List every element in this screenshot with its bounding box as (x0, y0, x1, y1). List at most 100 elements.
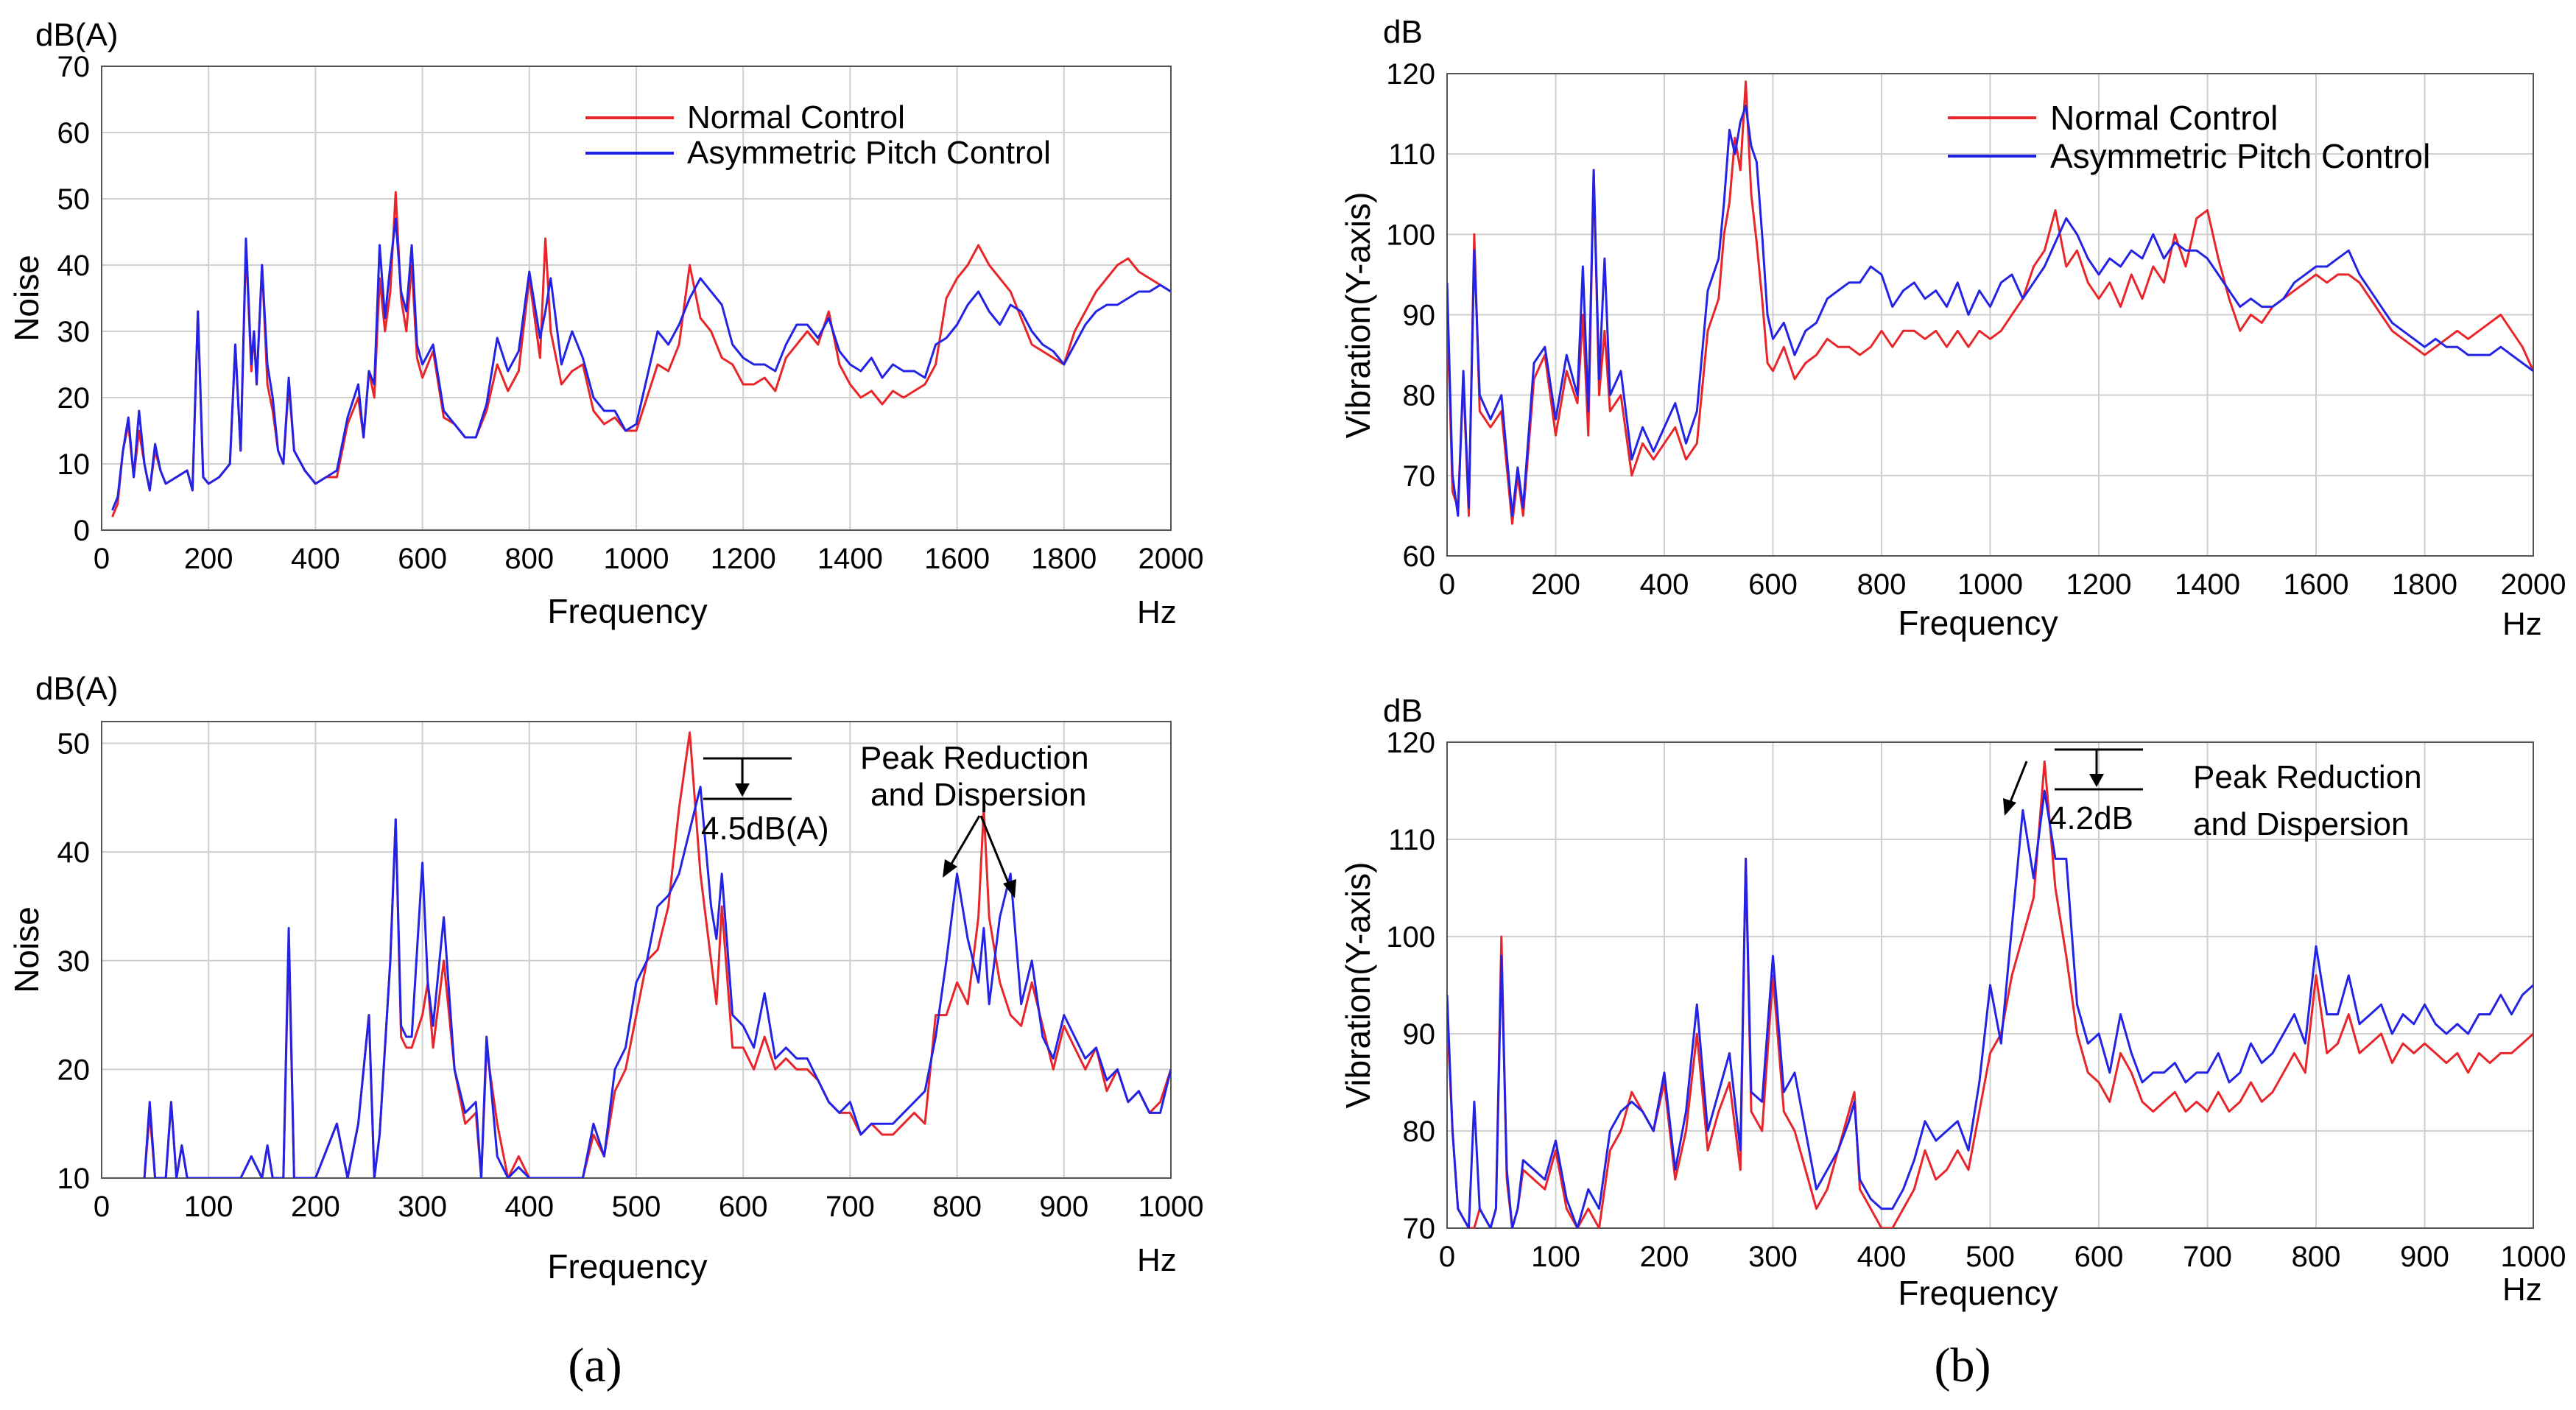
y-ticks-a-top: 0 10 20 30 40 50 60 70 (57, 51, 91, 547)
y-tick-label: 30 (57, 316, 91, 348)
series-line-normal (1447, 80, 2533, 525)
x-tick-label: 400 (291, 543, 340, 575)
x-tick-label: 900 (2400, 1241, 2449, 1273)
x-tick-label: 600 (2074, 1241, 2124, 1273)
series-line-asym (143, 786, 1171, 1178)
series-line-asym (1447, 105, 2533, 517)
legend-b-top: Normal Control Asymmetric Pitch Control (1948, 99, 2430, 175)
y-tick-label: 70 (1403, 1213, 1436, 1245)
y-tick-label: 40 (57, 250, 91, 282)
annotation-a-bottom: 4.5dB(A) Peak Reduction and Dispersion (701, 740, 1089, 898)
lines-a-bottom (143, 731, 1171, 1178)
y-tick-label: 120 (1386, 58, 1435, 91)
y-tick-label: 80 (1403, 380, 1436, 412)
annotation-b-bottom: 4.2dB Peak Reduction and Dispersion (2003, 748, 2422, 842)
annotation-pointer-b (2007, 761, 2028, 806)
caption-b: (b) (1935, 1339, 1991, 1392)
y-axis-label-a-bottom: Noise (7, 906, 46, 993)
series-line-asym (111, 217, 1171, 511)
annotation-text2-b: and Dispersion (2193, 806, 2410, 842)
x-tick-label: 1400 (817, 543, 883, 575)
y-tick-label: 20 (57, 1054, 91, 1086)
x-ticks-b-top: 0 200 400 600 800 1000 1200 1400 1600 1800 2000 (1439, 568, 2566, 601)
plot-frame-a-bottom (101, 721, 1172, 1179)
lines-b-top (1447, 80, 2533, 525)
y-ticks-b-bottom: 70 80 90 100 110 120 (1386, 727, 1435, 1245)
chart-b-top: 0 200 400 600 800 1000 1200 1400 1600 1800 2000 60… (1339, 14, 2566, 642)
x-tick-label: 0 (1439, 568, 1455, 601)
x-axis-label-b-bottom: Frequency (1898, 1274, 2058, 1312)
x-tick-label: 2000 (1139, 543, 1204, 575)
x-axis-label-b-top: Frequency (1898, 604, 2058, 642)
y-tick-label: 80 (1403, 1115, 1436, 1148)
x-tick-label: 300 (398, 1191, 447, 1223)
annotation-pointer-left-a (947, 815, 981, 870)
x-tick-label: 1200 (711, 543, 776, 575)
x-tick-label: 1000 (1139, 1191, 1204, 1223)
y-tick-label: 50 (57, 728, 91, 761)
y-tick-label: 10 (57, 1163, 91, 1195)
y-unit-a-bottom: dB(A) (35, 671, 118, 707)
y-axis-label-b-top: Vibration(Y-axis) (1339, 192, 1377, 439)
x-tick-label: 100 (1531, 1241, 1580, 1273)
x-tick-label: 0 (1439, 1241, 1455, 1273)
series-line-asym (1447, 789, 2533, 1228)
x-ticks-a-top: 0 200 400 600 800 1000 1200 1400 1600 1800 2000 (94, 543, 1204, 575)
annotation-pointer-head-b (2003, 798, 2016, 816)
annotation-delta-a: 4.5dB(A) (701, 811, 829, 847)
x-tick-label: 100 (184, 1191, 233, 1223)
x-unit-a-top: Hz (1137, 594, 1177, 630)
x-tick-label: 600 (719, 1191, 768, 1223)
x-tick-label: 1200 (2066, 568, 2132, 601)
annotation-text2-a: and Dispersion (870, 777, 1087, 813)
x-tick-label: 1800 (2392, 568, 2457, 601)
x-tick-label: 0 (94, 1191, 110, 1223)
y-axis-label-a-top: Noise (7, 255, 46, 342)
x-tick-label: 1600 (2284, 568, 2349, 601)
lines-b-bottom (1447, 760, 2533, 1228)
x-tick-label: 1000 (604, 543, 669, 575)
x-tick-label: 200 (1531, 568, 1580, 601)
chart-a-bottom: 0 100 200 300 400 500 600 700 800 900 1000 10 20 30 4… (7, 671, 1203, 1286)
x-tick-label: 1000 (2501, 1241, 2566, 1273)
series-line-normal (143, 731, 1171, 1178)
legend-label-asym-b-top: Asymmetric Pitch Control (2050, 137, 2430, 175)
y-tick-label: 90 (1403, 1018, 1436, 1051)
x-tick-label: 1600 (924, 543, 990, 575)
y-tick-label: 110 (1388, 138, 1435, 171)
annotation-text1-b: Peak Reduction (2193, 759, 2422, 795)
x-tick-label: 800 (2292, 1241, 2341, 1273)
y-tick-label: 70 (57, 51, 91, 83)
annotation-arrow-head-b (2089, 774, 2104, 787)
x-tick-label: 500 (612, 1191, 661, 1223)
y-tick-label: 20 (57, 382, 91, 415)
x-tick-label: 200 (1640, 1241, 1689, 1273)
annotation-delta-b: 4.2dB (2049, 800, 2133, 836)
x-tick-label: 600 (398, 543, 447, 575)
x-tick-label: 300 (1748, 1241, 1798, 1273)
y-tick-label: 40 (57, 836, 91, 869)
y-tick-label: 30 (57, 945, 91, 978)
lines-a-top (111, 191, 1171, 518)
y-tick-label: 70 (1403, 460, 1436, 493)
x-tick-label: 1400 (2175, 568, 2240, 601)
y-tick-label: 0 (74, 515, 90, 547)
caption-a: (a) (568, 1339, 622, 1392)
x-ticks-a-bottom: 0 100 200 300 400 500 600 700 800 900 1000 (94, 1191, 1204, 1223)
annotation-text1-a: Peak Reduction (860, 740, 1089, 776)
y-tick-label: 50 (57, 183, 91, 216)
y-tick-label: 60 (57, 117, 91, 149)
x-tick-label: 200 (291, 1191, 340, 1223)
y-ticks-a-bottom: 10 20 30 40 50 (57, 728, 91, 1195)
x-tick-label: 600 (1748, 568, 1798, 601)
x-axis-label-a-top: Frequency (547, 592, 707, 630)
legend-a-top: Normal Control Asymmetric Pitch Control (585, 99, 1051, 171)
x-tick-label: 1800 (1031, 543, 1097, 575)
x-ticks-b-bottom: 0 100 200 300 400 500 600 700 800 900 1000 (1439, 1241, 2566, 1273)
x-tick-label: 2000 (2501, 568, 2566, 601)
legend-label-asym-a-top: Asymmetric Pitch Control (687, 135, 1051, 171)
y-tick-label: 60 (1403, 540, 1436, 573)
y-unit-b-top: dB (1383, 14, 1423, 50)
y-tick-label: 110 (1388, 824, 1435, 856)
